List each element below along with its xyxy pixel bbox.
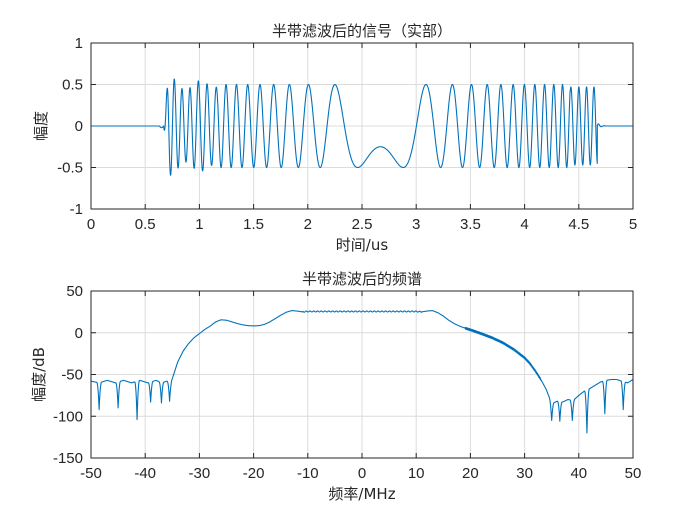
x-tick-label: 3 xyxy=(412,216,420,233)
time-ticks: 0 0.5 1 1.5 2 2.5 3 3.5 4 4.5 5 -1 -0.5 0 0.5 1 xyxy=(57,35,637,233)
y-tick-label: -50 xyxy=(61,367,83,384)
x-tick-label: 30 xyxy=(516,465,533,482)
x-tick-label: 0.5 xyxy=(135,216,156,233)
y-tick-label: 50 xyxy=(66,283,83,300)
x-tick-label: -20 xyxy=(243,465,265,482)
x-tick-label: 1 xyxy=(195,216,203,233)
x-tick-label: 4.5 xyxy=(568,216,589,233)
x-tick-label: -30 xyxy=(189,465,211,482)
x-tick-label: 2.5 xyxy=(352,216,373,233)
x-tick-label: 1.5 xyxy=(243,216,264,233)
spectrum-line xyxy=(90,310,634,434)
time-chart-title: 半带滤波后的信号（实部） xyxy=(272,22,452,40)
y-tick-label: -1 xyxy=(70,201,83,218)
time-axes-box xyxy=(90,42,634,210)
y-tick-label: 0 xyxy=(75,325,83,342)
x-tick-label: 0 xyxy=(87,216,95,233)
y-tick-label: 0 xyxy=(75,118,83,135)
x-tick-label: 10 xyxy=(408,465,425,482)
time-x-axis-label: 时间/us xyxy=(336,236,389,254)
y-tick-label: -0.5 xyxy=(57,160,83,177)
x-tick-label: 5 xyxy=(629,216,637,233)
x-tick-label: 0 xyxy=(358,465,366,482)
y-tick-label: -100 xyxy=(53,408,83,425)
x-tick-label: 2 xyxy=(304,216,312,233)
spectrum-axes: -50 -40 -30 -20 -10 0 10 20 30 40 50-150-100-50050… xyxy=(30,270,641,503)
x-tick-label: -10 xyxy=(297,465,319,482)
spectrum-grid xyxy=(90,290,634,459)
x-tick-label: -50 xyxy=(80,465,102,482)
spectrum-axes-box xyxy=(90,290,634,459)
time-signal-line xyxy=(90,78,634,176)
spectrum-chart-title: 半带滤波后的频谱 xyxy=(302,270,422,288)
spectrum-x-axis-label: 频率/MHz xyxy=(328,485,395,503)
spectrum-y-axis-label: 幅度/dB xyxy=(30,347,48,402)
x-tick-label: 3.5 xyxy=(460,216,481,233)
x-tick-label: 4 xyxy=(520,216,528,233)
x-tick-label: 20 xyxy=(462,465,479,482)
y-tick-label: 1 xyxy=(75,35,83,52)
x-tick-label: 50 xyxy=(625,465,642,482)
y-tick-label: 0.5 xyxy=(62,77,83,94)
time-y-axis-label: 幅度 xyxy=(32,111,50,141)
x-tick-label: -40 xyxy=(134,465,156,482)
x-tick-label: 40 xyxy=(570,465,587,482)
time-domain-axes: 0 0.5 1 1.5 2 2.5 3 3.5 4 4.5 5 -1 -0.5 0 0.5 1 半带滤波后的信… xyxy=(32,22,637,254)
y-tick-label: -150 xyxy=(53,450,83,467)
